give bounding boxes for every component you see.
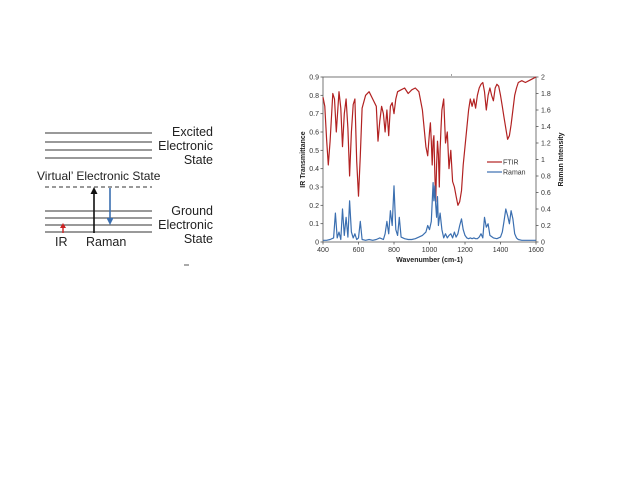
y-left-tick-label: 0.7 <box>309 111 319 118</box>
excited-label-line-2: Electronic <box>158 139 213 153</box>
y-left-tick-label: 0.3 <box>309 185 319 192</box>
y-right-tick-label: 0.2 <box>541 223 551 230</box>
y-left-tick-label: 0.6 <box>309 130 319 137</box>
legend-label-ftir: FTIR <box>503 160 519 167</box>
ir-arrow <box>60 223 66 233</box>
energy-level-diagram: Excited Electronic State Virtual’ Electr… <box>37 125 213 266</box>
virtual-state-label: Virtual’ Electronic State <box>37 169 161 183</box>
x-axis-title: Wavenumber (cm-1) <box>396 257 463 264</box>
legend: FTIR Raman <box>487 160 526 177</box>
spectrum-chart: 400 600 800 1000 1200 1400 1600 00.10.20.30.40… <box>300 74 565 264</box>
y-right-axis-ticks: 0 0.2 0.4 0.6 0.8 1 1.2 1.4 1.6 1.8 2 <box>536 75 551 247</box>
series-line-raman <box>323 182 536 241</box>
raman-scattering-arrow <box>106 188 114 225</box>
x-tick-label: 600 <box>353 247 365 254</box>
y-right-tick-label: 1.8 <box>541 91 551 98</box>
y-right-tick-label: 1.4 <box>541 124 551 131</box>
y-left-tick-label: 0.9 <box>309 75 319 82</box>
y-left-tick-label: 0.8 <box>309 93 319 100</box>
legend-label-raman: Raman <box>503 170 526 177</box>
x-tick-label: 400 <box>317 247 329 254</box>
ground-label-line-3: State <box>184 232 213 246</box>
y-left-tick-label: 0.2 <box>309 203 319 210</box>
raman-label: Raman <box>86 235 126 249</box>
x-axis-ticks: 400 600 800 1000 1200 1400 1600 <box>317 242 544 254</box>
excited-label-line-1: Excited <box>172 125 213 139</box>
y-left-tick-label: 0.5 <box>309 148 319 155</box>
ground-label-line-1: Ground <box>171 204 213 218</box>
x-tick-label: 1400 <box>493 247 509 254</box>
y-left-tick-label: 0.1 <box>309 221 319 228</box>
series-lines <box>322 76 537 241</box>
y-right-tick-label: 0 <box>541 240 545 247</box>
ground-state-levels <box>45 210 152 233</box>
y-left-tick-label: 0.4 <box>309 166 319 173</box>
y-right-tick-label: 2 <box>541 75 545 82</box>
y-left-axis-ticks: 0 0.1 0.2 0.3 0.4 0.5 0.6 0.7 0.8 0.9 <box>309 75 323 247</box>
y-right-tick-label: 0.6 <box>541 190 551 197</box>
y-left-axis-title: IR Transmittance <box>300 131 307 188</box>
x-tick-label: 1600 <box>528 247 544 254</box>
ir-label: IR <box>55 235 68 249</box>
y-right-axis-title: Raman Intensity <box>558 132 565 186</box>
y-right-tick-label: 0.8 <box>541 174 551 181</box>
excited-label-line-3: State <box>184 153 213 167</box>
y-right-tick-label: 1 <box>541 157 545 164</box>
x-tick-label: 1200 <box>457 247 473 254</box>
y-right-tick-label: 0.4 <box>541 207 551 214</box>
x-tick-label: 1000 <box>422 247 438 254</box>
series-line-ftir <box>322 76 537 206</box>
y-right-tick-label: 1.2 <box>541 141 551 148</box>
ground-label-line-2: Electronic <box>158 218 213 232</box>
y-right-tick-label: 1.6 <box>541 108 551 115</box>
raman-excitation-arrow <box>90 187 98 233</box>
excited-state-levels <box>45 132 152 159</box>
x-tick-label: 800 <box>388 247 400 254</box>
y-left-tick-label: 0 <box>315 240 319 247</box>
